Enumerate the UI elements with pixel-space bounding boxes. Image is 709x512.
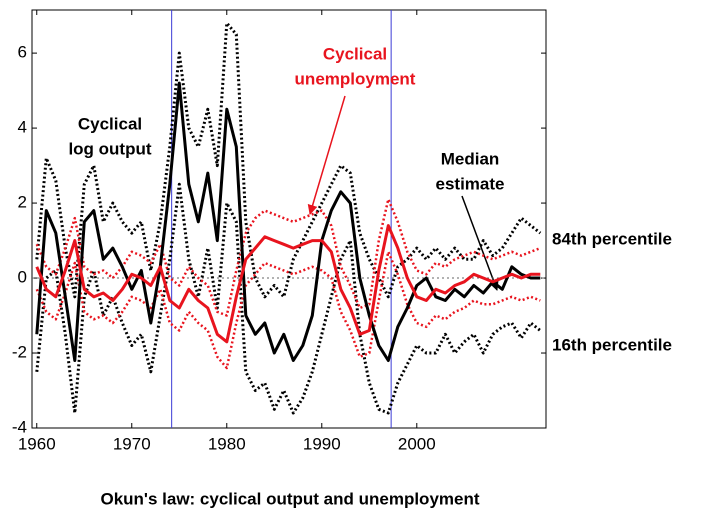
y-tick-label: 0 bbox=[18, 268, 27, 287]
annotation: unemployment bbox=[295, 69, 416, 88]
annotation: Median bbox=[441, 149, 500, 168]
series-line bbox=[35, 21, 542, 299]
x-tick-label: 1990 bbox=[303, 434, 341, 453]
annotation: log output bbox=[68, 139, 151, 158]
series-line bbox=[35, 182, 542, 415]
annotation: estimate bbox=[436, 174, 505, 193]
series-line bbox=[35, 81, 541, 362]
arrow bbox=[307, 95, 346, 215]
y-tick-label: 2 bbox=[18, 193, 27, 212]
annotation: Cyclical bbox=[323, 44, 387, 63]
annotation: 84th percentile bbox=[552, 229, 672, 248]
x-tick-label: 1970 bbox=[113, 434, 151, 453]
y-tick-label: 6 bbox=[18, 43, 27, 62]
plot-frame bbox=[31, 9, 547, 429]
y-tick-label: -4 bbox=[12, 417, 27, 436]
annotation: 16th percentile bbox=[552, 335, 672, 354]
x-tick-label: 1980 bbox=[208, 434, 246, 453]
x-tick-label: 2000 bbox=[398, 434, 436, 453]
y-tick-label: 4 bbox=[18, 118, 27, 137]
x-tick-label: 1960 bbox=[18, 434, 56, 453]
annotation: Cyclical bbox=[78, 114, 142, 133]
x-axis-title: Okun's law: cyclical output and unemploy… bbox=[100, 489, 479, 508]
series-line bbox=[35, 224, 541, 344]
arrow bbox=[461, 195, 499, 291]
y-tick-label: -2 bbox=[12, 343, 27, 362]
